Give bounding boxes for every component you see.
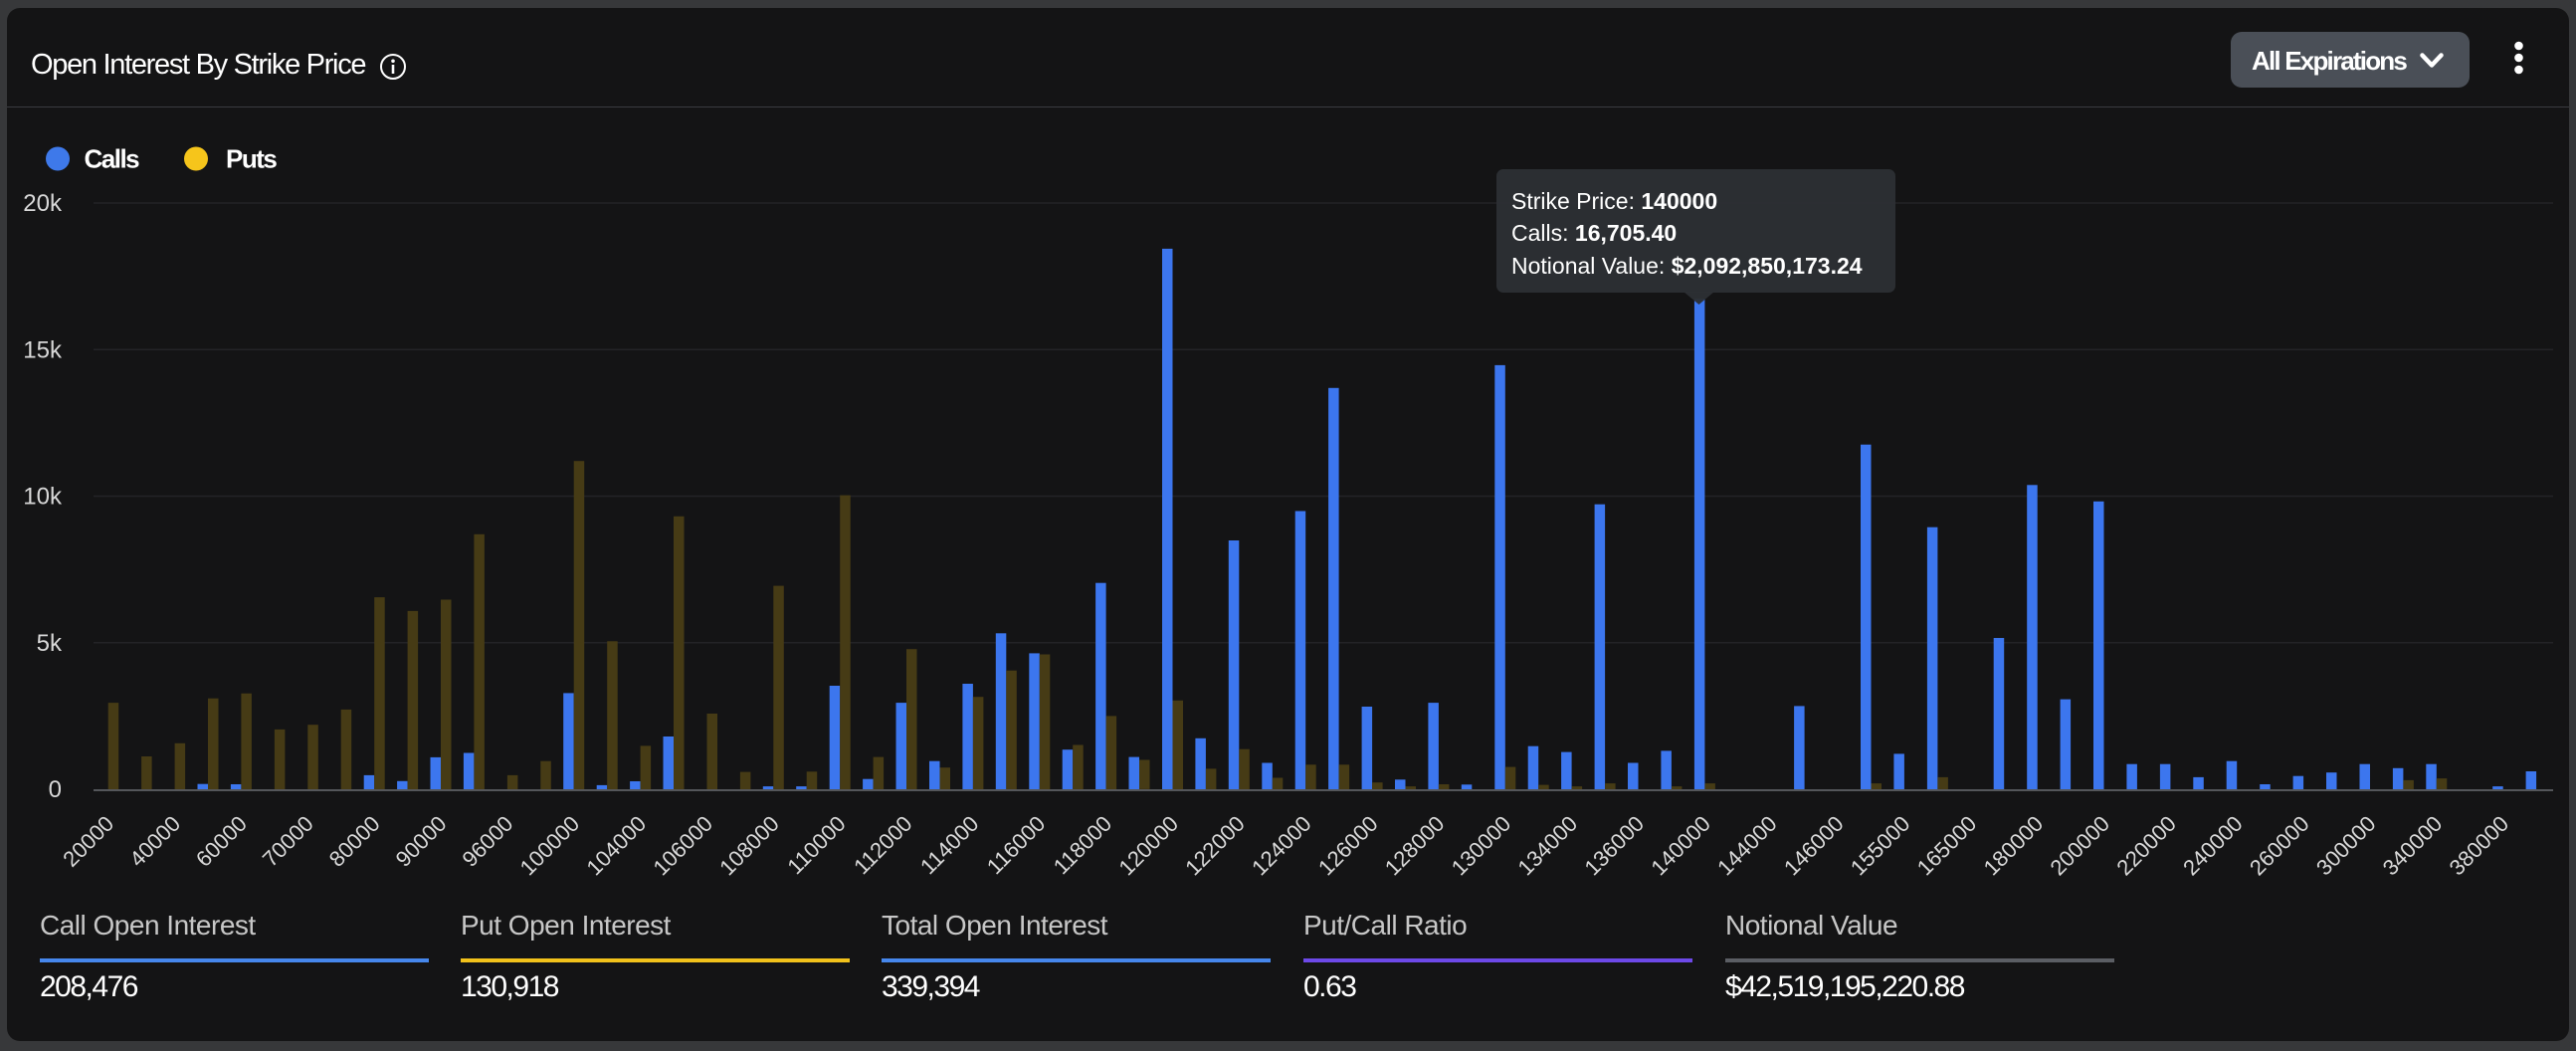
- svg-text:124000: 124000: [1247, 811, 1316, 881]
- svg-text:108000: 108000: [714, 811, 784, 881]
- svg-text:Puts: Puts: [226, 144, 277, 174]
- svg-text:70000: 70000: [258, 811, 318, 872]
- svg-text:15k: 15k: [23, 336, 63, 363]
- svg-text:146000: 146000: [1779, 811, 1849, 881]
- svg-text:104000: 104000: [582, 811, 652, 881]
- svg-text:155000: 155000: [1846, 811, 1915, 881]
- svg-text:380000: 380000: [2445, 811, 2514, 881]
- svg-text:112000: 112000: [849, 811, 916, 879]
- svg-text:220000: 220000: [2111, 811, 2181, 881]
- svg-text:136000: 136000: [1579, 811, 1649, 881]
- svg-text:120000: 120000: [1113, 811, 1183, 881]
- svg-text:165000: 165000: [1912, 811, 1982, 881]
- svg-text:10k: 10k: [23, 484, 63, 511]
- svg-text:96000: 96000: [457, 811, 517, 872]
- svg-text:Calls: Calls: [85, 144, 140, 174]
- svg-text:180000: 180000: [1979, 811, 2049, 881]
- svg-text:200000: 200000: [2045, 811, 2114, 881]
- svg-text:340000: 340000: [2378, 811, 2448, 881]
- svg-text:118000: 118000: [1049, 811, 1116, 879]
- svg-text:5k: 5k: [37, 630, 63, 657]
- svg-text:126000: 126000: [1313, 811, 1383, 881]
- svg-text:90000: 90000: [391, 811, 452, 872]
- svg-text:20k: 20k: [23, 190, 63, 217]
- svg-text:100000: 100000: [515, 811, 585, 881]
- svg-text:122000: 122000: [1180, 811, 1250, 881]
- svg-text:240000: 240000: [2178, 811, 2248, 881]
- svg-text:0: 0: [49, 776, 62, 803]
- svg-text:60000: 60000: [191, 811, 252, 872]
- svg-text:140000: 140000: [1646, 811, 1715, 881]
- svg-text:110000: 110000: [782, 811, 850, 879]
- svg-text:114000: 114000: [915, 811, 983, 879]
- svg-text:106000: 106000: [648, 811, 717, 881]
- svg-text:128000: 128000: [1380, 811, 1450, 881]
- svg-text:80000: 80000: [324, 811, 385, 872]
- svg-text:134000: 134000: [1513, 811, 1583, 881]
- svg-text:144000: 144000: [1712, 811, 1782, 881]
- svg-text:20000: 20000: [58, 811, 118, 872]
- svg-text:130000: 130000: [1447, 811, 1516, 881]
- svg-text:116000: 116000: [982, 811, 1050, 879]
- svg-text:40000: 40000: [124, 811, 185, 872]
- svg-text:300000: 300000: [2311, 811, 2381, 881]
- svg-text:260000: 260000: [2245, 811, 2314, 881]
